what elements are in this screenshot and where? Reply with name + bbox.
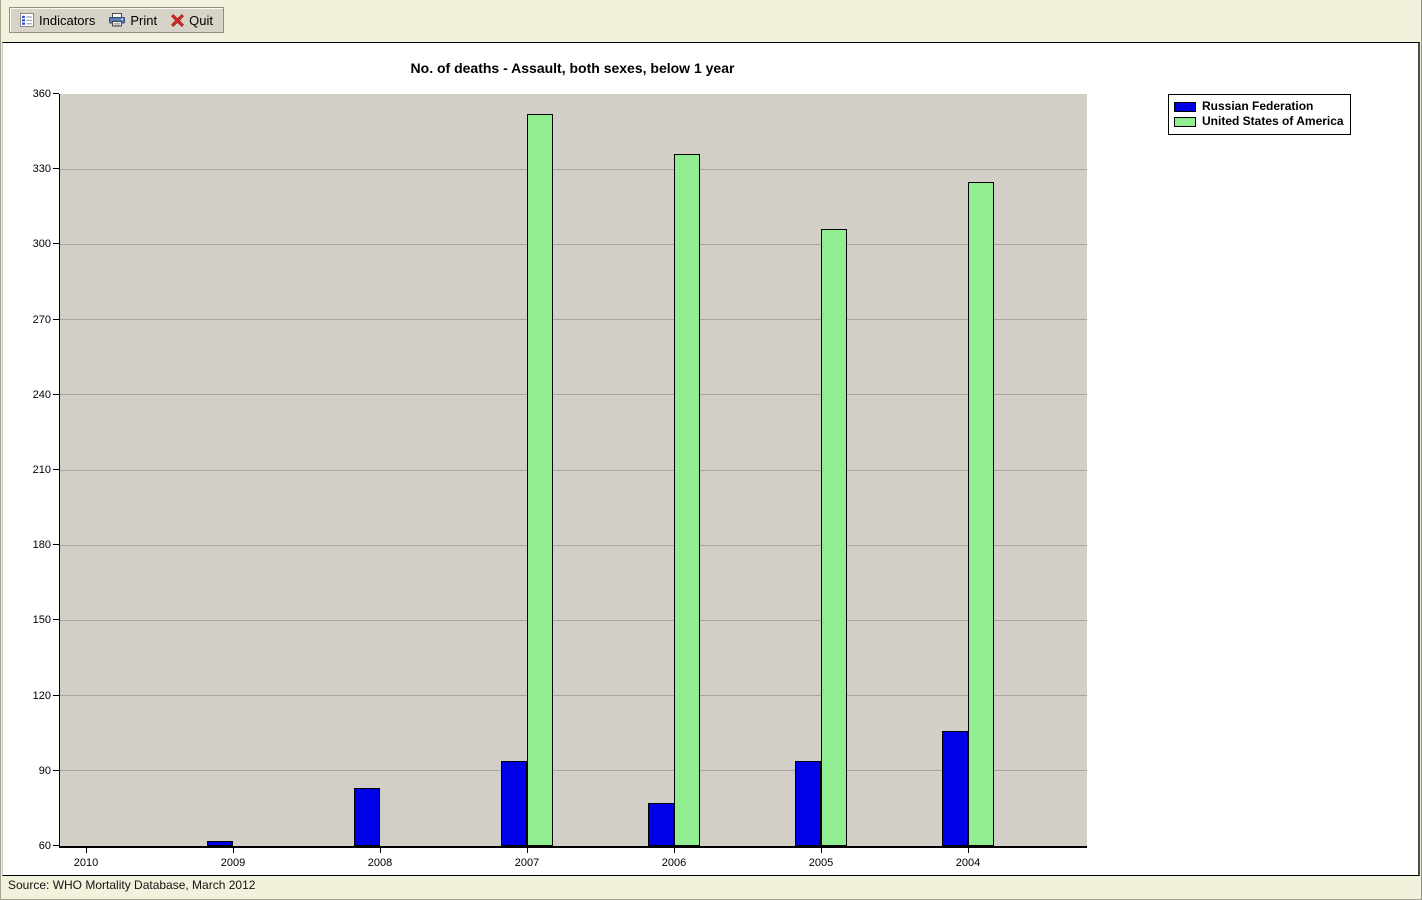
gridline-90 (60, 770, 1087, 772)
chart-panel: No. of deaths - Assault, both sexes, bel… (2, 42, 1420, 876)
y-axis-label-210: 210 (32, 464, 51, 476)
x-axis-tick-2010 (86, 848, 87, 853)
gridline-150 (60, 619, 1087, 621)
y-axis-label-330: 330 (32, 163, 51, 176)
y-axis-tick-120 (53, 694, 59, 696)
gridline-300 (60, 243, 1087, 245)
indicators-icon (20, 13, 34, 27)
y-axis-label-90: 90 (38, 764, 51, 777)
gridline-240 (60, 394, 1087, 396)
legend-item-united-states-of-america: United States of America (1174, 114, 1344, 129)
y-axis-tick-300 (53, 243, 59, 245)
quit-button-label: Quit (189, 12, 213, 28)
x-axis-label-2007: 2007 (514, 857, 540, 869)
y-axis-tick-150 (53, 619, 59, 621)
y-axis-label-150: 150 (32, 614, 51, 627)
y-axis-label-360: 360 (32, 88, 51, 100)
indicators-button-label: Indicators (39, 12, 96, 28)
y-axis-tick-360 (53, 93, 59, 94)
x-axis-label-2005: 2005 (808, 857, 834, 869)
bar-russian-federation-2009 (207, 841, 233, 846)
y-axis-label-60: 60 (38, 840, 51, 852)
bar-russian-federation-2004 (942, 730, 968, 846)
y-axis-tick-330 (53, 168, 59, 170)
y-axis-label-180: 180 (32, 539, 51, 552)
bar-russian-federation-2005 (795, 760, 821, 846)
x-axis-tick-2004 (968, 848, 969, 853)
x-axis-label-2004: 2004 (955, 857, 981, 869)
y-axis-tick-240 (53, 393, 59, 395)
y-axis-tick-270 (53, 318, 59, 320)
legend-label-united-states-of-america: United States of America (1202, 114, 1344, 128)
gridline-270 (60, 319, 1087, 321)
print-button-label: Print (130, 12, 158, 28)
x-axis-label-2006: 2006 (661, 857, 687, 869)
toolbar: Indicators Print Quit (9, 7, 224, 33)
print-button[interactable]: Print (107, 12, 159, 29)
x-axis-label-2009: 2009 (220, 857, 246, 869)
plot-area: 2010 2009 2008 2007 2006 2005 2004 (59, 94, 1087, 869)
gridline-180 (60, 544, 1087, 546)
bar-united-states-of-america-2007 (527, 114, 553, 846)
x-axis-tick-2007 (527, 848, 528, 853)
gridline-210 (60, 469, 1087, 471)
legend-swatch-united-states-of-america (1174, 116, 1196, 127)
y-axis-label-270: 270 (32, 313, 51, 326)
indicators-button[interactable]: Indicators (18, 12, 97, 29)
x-axis-tick-2008 (380, 848, 381, 853)
gridline-120 (60, 695, 1087, 697)
bar-russian-federation-2006 (648, 803, 674, 846)
bar-russian-federation-2007 (501, 760, 527, 846)
quit-button[interactable]: Quit (169, 12, 215, 29)
y-axis-tick-60 (53, 845, 59, 846)
x-axis-label-2010: 2010 (73, 857, 99, 869)
x-axis-tick-2005 (821, 848, 822, 853)
legend-item-russian-federation: Russian Federation (1174, 99, 1344, 114)
print-icon (109, 13, 126, 27)
x-axis-tick-2009 (233, 848, 234, 853)
y-axis-tick-180 (53, 544, 59, 546)
x-axis-label-2008: 2008 (367, 857, 393, 869)
bar-united-states-of-america-2006 (674, 154, 700, 846)
legend: Russian Federation United States of Ameri… (1168, 94, 1351, 135)
quit-icon (171, 13, 185, 27)
y-axis-tick-210 (53, 469, 59, 470)
y-axis-label-300: 300 (32, 238, 51, 251)
y-axis-tick-90 (53, 769, 59, 771)
legend-label-russian-federation: Russian Federation (1202, 99, 1314, 113)
y-axis-label-240: 240 (32, 388, 51, 401)
bar-united-states-of-america-2004 (968, 181, 994, 846)
chart-title: No. of deaths - Assault, both sexes, bel… (410, 60, 735, 76)
source-note: Source: WHO Mortality Database, March 20… (8, 878, 256, 892)
y-axis-label-120: 120 (32, 689, 51, 702)
bar-russian-federation-2008 (354, 788, 380, 846)
legend-swatch-russian-federation (1174, 101, 1196, 112)
gridline-330 (60, 168, 1087, 170)
x-axis-tick-2006 (674, 848, 675, 853)
bar-united-states-of-america-2005 (821, 229, 847, 846)
